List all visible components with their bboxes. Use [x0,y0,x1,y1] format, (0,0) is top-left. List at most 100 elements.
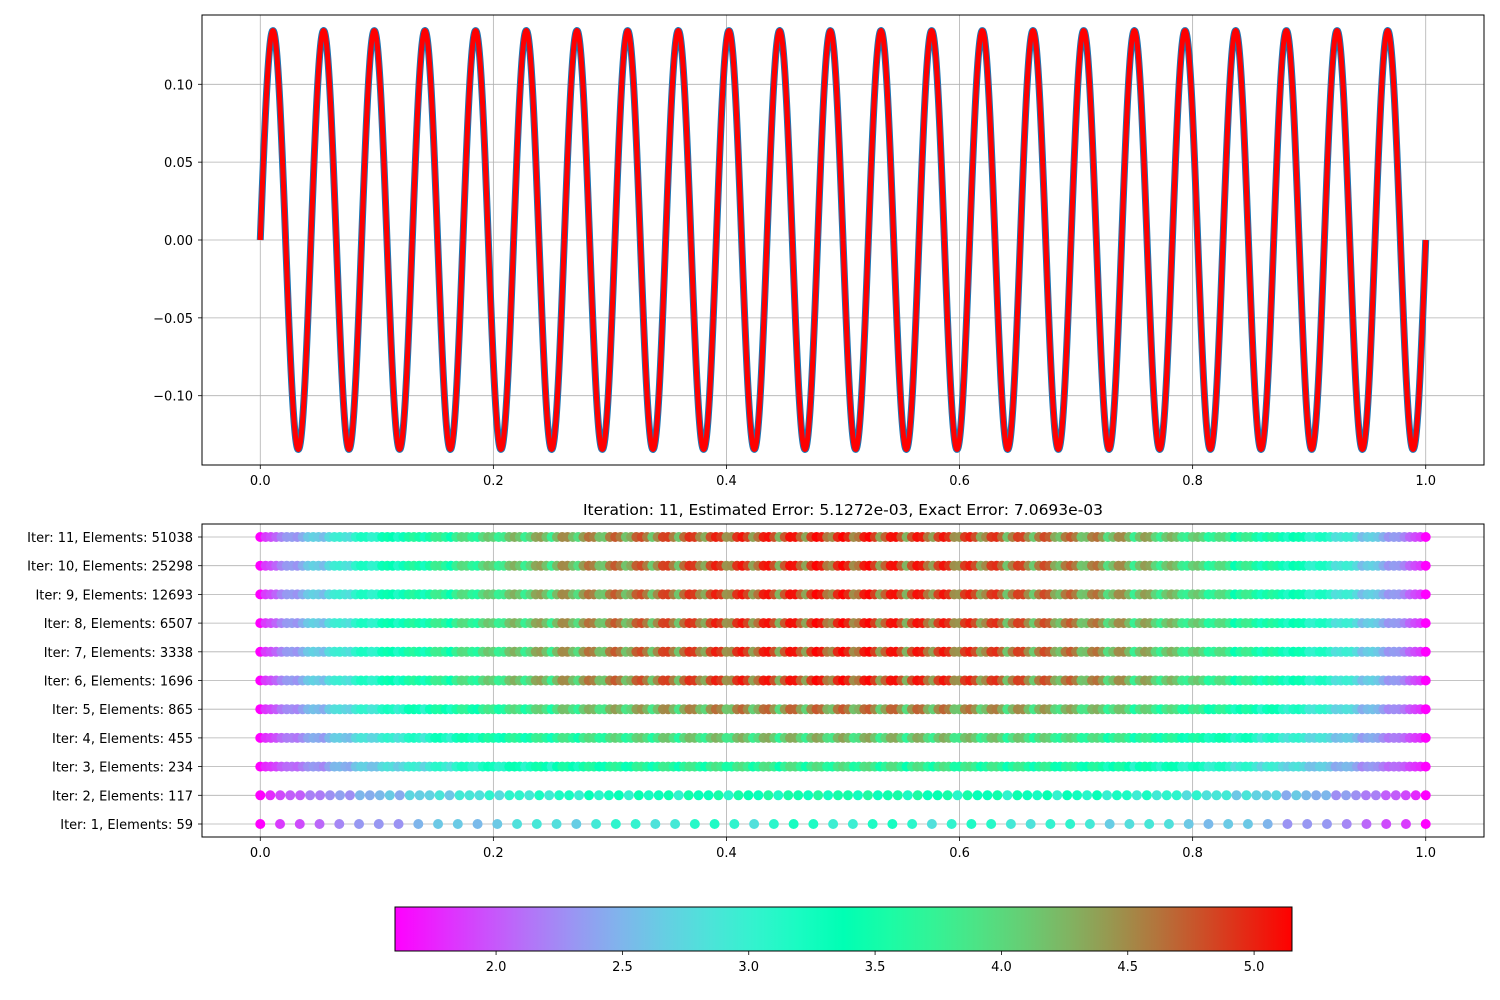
mesh-point [1420,646,1431,657]
mesh-point [1101,790,1112,801]
mesh-point [1221,790,1232,801]
solution-plot-xtick-label: 1.0 [1415,474,1436,489]
mesh-point [803,790,814,801]
mesh-point [1124,819,1135,829]
mesh-point [1301,790,1312,801]
solution-plot: 0.0 0.2 0.4 0.6 0.8 1.0 0.10 0.05 0.00 −0.05 −0.1… [153,14,1485,489]
mesh-point [749,819,760,829]
mesh-point [743,790,754,801]
colorbar: 2.0 2.5 3.0 3.5 4.0 4.5 5.0 [394,906,1293,975]
mesh-point [1420,761,1431,772]
mesh-plot-ytick-label: Iter: 11, Elements: 51038 [27,531,193,546]
mesh-point [551,819,562,829]
mesh-point [1261,790,1272,801]
mesh-point [1321,790,1332,801]
mesh-point [265,790,276,801]
mesh-point [295,790,306,801]
colorbar-tick-label: 3.5 [865,960,886,975]
mesh-point [670,819,681,829]
mesh-point [1311,790,1322,801]
mesh-point [1262,819,1273,829]
mesh-point [653,790,664,801]
mesh-point [808,819,819,829]
mesh-point [673,790,684,801]
mesh-point [1203,819,1214,829]
mesh-point [1005,819,1016,829]
mesh-point [1062,790,1073,801]
mesh-point [1131,790,1142,801]
mesh-point [833,790,844,801]
mesh-point [1111,790,1122,801]
mesh-point [723,790,734,801]
mesh-point [472,819,483,829]
mesh-point [1092,790,1103,801]
solution-plot-xticks: 0.0 0.2 0.4 0.6 0.8 1.0 [250,465,1436,489]
solution-plot-xtick-label: 0.0 [250,474,271,489]
mesh-point [1231,790,1242,801]
mesh-point [1163,819,1174,829]
mesh-point [413,819,424,829]
mesh-point [1072,790,1083,801]
colorbar-tick-label: 2.5 [612,960,633,975]
mesh-point [1211,790,1222,801]
mesh-point [424,790,435,801]
mesh-point [926,819,937,829]
mesh-point [842,790,853,801]
colorbar-tick-label: 4.0 [991,960,1012,975]
mesh-point [255,819,266,829]
mesh-point [1302,819,1313,829]
mesh-point [325,790,335,801]
mesh-plot-ytick-label: Iter: 3, Elements: 234 [52,761,193,776]
colorbar-ticks: 2.0 2.5 3.0 3.5 4.0 4.5 5.0 [486,951,1264,975]
mesh-point [1281,790,1292,801]
mesh-point [793,790,804,801]
mesh-point [1420,790,1431,801]
solution-plot-xtick-label: 0.8 [1182,474,1203,489]
mesh-point [1181,790,1192,801]
mesh-point [255,790,266,801]
mesh-point [683,790,694,801]
mesh-plot-title: Iteration: 11, Estimated Error: 5.1272e-… [583,501,1103,519]
mesh-point [709,819,720,829]
mesh-point [474,790,485,801]
mesh-point [867,819,878,829]
solution-plot-ytick-label: 0.00 [164,234,193,249]
mesh-point [603,790,614,801]
mesh-point [1341,819,1352,829]
mesh-point [404,790,415,801]
mesh-point [1420,732,1431,743]
mesh-point [1351,790,1361,801]
mesh-point [703,790,714,801]
mesh-point [1171,790,1182,801]
mesh-point [591,819,602,829]
mesh-point [1420,819,1431,829]
mesh-point [907,819,918,829]
mesh-point [593,790,604,801]
mesh-point [1331,790,1342,801]
solution-plot-ytick-label: −0.05 [153,312,193,327]
mesh-point [689,819,700,829]
mesh-row [255,761,1431,772]
mesh-point [1370,790,1381,801]
mesh-point [1381,819,1392,829]
mesh-point [972,790,983,801]
mesh-point [1420,532,1431,542]
mesh-plot-ytick-label: Iter: 5, Elements: 865 [52,703,193,718]
mesh-point [1420,589,1431,600]
mesh-point [663,790,674,801]
mesh-point [1420,704,1431,715]
solution-plot-xtick-label: 0.4 [716,474,737,489]
mesh-point [394,790,405,801]
mesh-point [1104,819,1115,829]
mesh-point [887,819,898,829]
mesh-point [583,790,594,801]
mesh-point [633,790,644,801]
mesh-point [788,819,799,829]
mesh-point [1360,790,1371,801]
mesh-row [255,618,1431,629]
mesh-point [610,819,621,829]
mesh-point [892,790,903,801]
mesh-point [275,790,286,801]
mesh-point [813,790,824,801]
